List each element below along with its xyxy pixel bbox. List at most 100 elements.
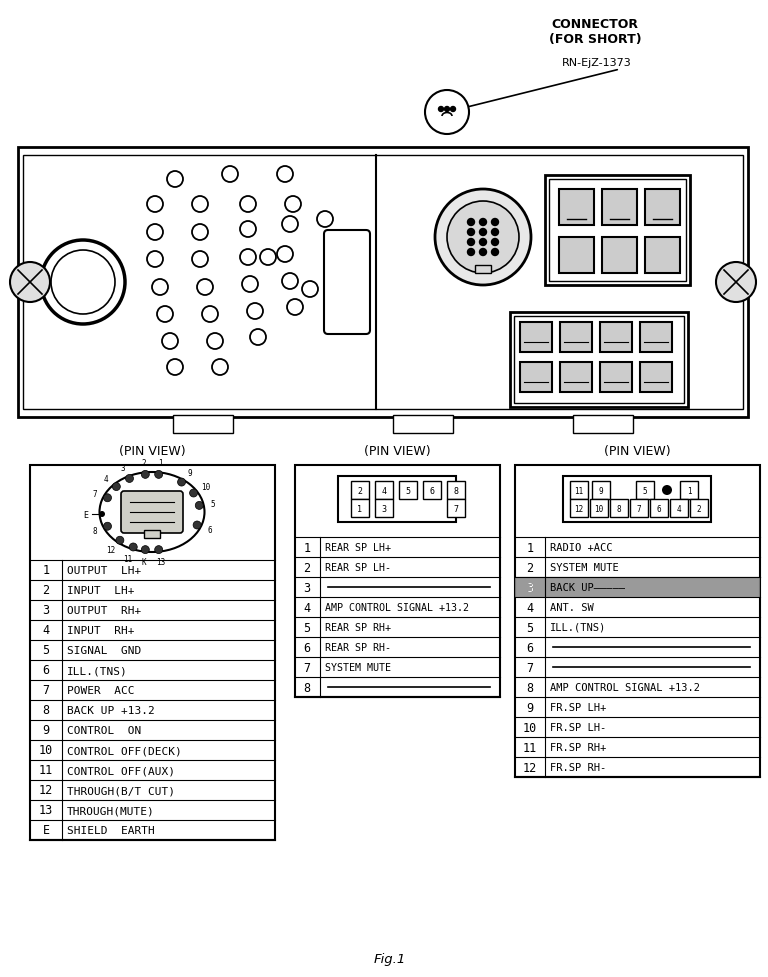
Text: 9: 9	[599, 486, 604, 495]
Text: ILL.(TNS): ILL.(TNS)	[550, 622, 606, 632]
Text: 7: 7	[637, 504, 641, 513]
Bar	[559, 237, 594, 274]
Bar	[549, 180, 686, 281]
Text: 1: 1	[303, 541, 310, 554]
Text: 8: 8	[453, 486, 458, 495]
Bar	[602, 190, 637, 226]
Bar	[560, 322, 592, 353]
Bar	[600, 322, 632, 353]
Circle shape	[492, 230, 498, 236]
Circle shape	[99, 512, 105, 518]
Text: 5: 5	[42, 644, 50, 657]
Text: 6: 6	[42, 663, 50, 677]
Text: 11: 11	[123, 554, 132, 563]
Text: FR.SP RH+: FR.SP RH+	[550, 743, 606, 752]
Text: 1: 1	[357, 504, 362, 513]
Text: 9: 9	[42, 724, 50, 737]
Circle shape	[468, 219, 475, 227]
Bar	[640, 322, 672, 353]
Text: 12: 12	[106, 545, 115, 554]
Text: 10: 10	[39, 743, 53, 757]
Text: CONNECTOR
(FOR SHORT): CONNECTOR (FOR SHORT)	[548, 18, 641, 46]
Text: CONTROL OFF(DECK): CONTROL OFF(DECK)	[67, 745, 182, 755]
Text: E: E	[42, 824, 50, 836]
Bar	[375, 499, 393, 518]
Circle shape	[468, 239, 475, 246]
Text: REAR SP RH+: REAR SP RH+	[325, 622, 391, 632]
Text: 8: 8	[42, 703, 50, 717]
Bar	[590, 499, 608, 518]
Text: 2: 2	[357, 486, 362, 495]
Text: POWER  ACC: POWER ACC	[67, 685, 134, 696]
Text: INPUT  LH+: INPUT LH+	[67, 585, 134, 595]
Bar	[520, 322, 552, 353]
Bar	[23, 156, 743, 409]
Bar	[573, 415, 633, 434]
Text: FR.SP LH-: FR.SP LH-	[550, 722, 606, 732]
Text: RN-EjZ-1373: RN-EjZ-1373	[562, 58, 632, 68]
Bar	[30, 465, 275, 840]
Circle shape	[125, 475, 134, 483]
FancyBboxPatch shape	[324, 231, 370, 335]
Bar	[351, 482, 369, 499]
Text: FR.SP RH-: FR.SP RH-	[550, 762, 606, 772]
Bar	[515, 577, 760, 597]
Circle shape	[468, 249, 475, 256]
Bar	[18, 148, 748, 417]
Bar	[338, 477, 456, 523]
Circle shape	[662, 486, 672, 495]
Text: ANT. SW: ANT. SW	[550, 603, 594, 613]
Circle shape	[492, 219, 498, 227]
Circle shape	[425, 91, 469, 135]
Bar	[610, 499, 628, 518]
Text: 12: 12	[39, 784, 53, 796]
Text: 2: 2	[697, 504, 701, 513]
Bar	[514, 317, 684, 404]
Text: 9: 9	[526, 701, 534, 714]
Text: 1: 1	[42, 564, 50, 576]
Text: 2: 2	[526, 561, 534, 573]
Text: 4: 4	[677, 504, 681, 513]
Bar	[447, 499, 465, 518]
Text: 6: 6	[657, 504, 661, 513]
Text: REAR SP RH-: REAR SP RH-	[325, 642, 391, 653]
Bar	[375, 482, 393, 499]
Bar	[570, 482, 588, 499]
Bar	[680, 482, 698, 499]
Text: 3: 3	[42, 604, 50, 616]
Circle shape	[492, 249, 498, 256]
Bar	[351, 499, 369, 518]
Text: SHIELD  EARTH: SHIELD EARTH	[67, 826, 154, 835]
Circle shape	[177, 479, 186, 487]
Bar	[636, 482, 654, 499]
Text: 3: 3	[526, 581, 534, 594]
Circle shape	[435, 190, 531, 285]
Text: SYSTEM MUTE: SYSTEM MUTE	[325, 662, 391, 672]
Text: 9: 9	[188, 469, 193, 478]
Text: 5: 5	[210, 499, 215, 508]
Text: 1: 1	[526, 541, 534, 554]
Text: AMP CONTROL SIGNAL +13.2: AMP CONTROL SIGNAL +13.2	[325, 603, 469, 613]
Text: 6: 6	[303, 641, 310, 654]
Circle shape	[10, 263, 50, 303]
Bar	[560, 362, 592, 393]
Text: Fig.1: Fig.1	[374, 953, 406, 965]
Text: 5: 5	[406, 486, 411, 495]
Circle shape	[141, 546, 149, 554]
Text: FR.SP LH+: FR.SP LH+	[550, 702, 606, 712]
Text: 12: 12	[574, 504, 584, 513]
Text: THROUGH(B/T CUT): THROUGH(B/T CUT)	[67, 786, 175, 795]
Text: 5: 5	[303, 620, 310, 634]
Text: (PIN VIEW): (PIN VIEW)	[604, 445, 670, 457]
Text: 11: 11	[39, 764, 53, 777]
Text: 3: 3	[303, 581, 310, 594]
Text: SYSTEM MUTE: SYSTEM MUTE	[550, 563, 619, 573]
Text: ILL.(TNS): ILL.(TNS)	[67, 665, 127, 675]
Text: 2: 2	[42, 584, 50, 597]
Circle shape	[129, 543, 137, 551]
Text: BACK UP +13.2: BACK UP +13.2	[67, 705, 154, 715]
Bar	[173, 415, 233, 434]
Text: 4: 4	[104, 475, 108, 484]
Bar	[600, 362, 632, 393]
Bar	[570, 499, 588, 518]
